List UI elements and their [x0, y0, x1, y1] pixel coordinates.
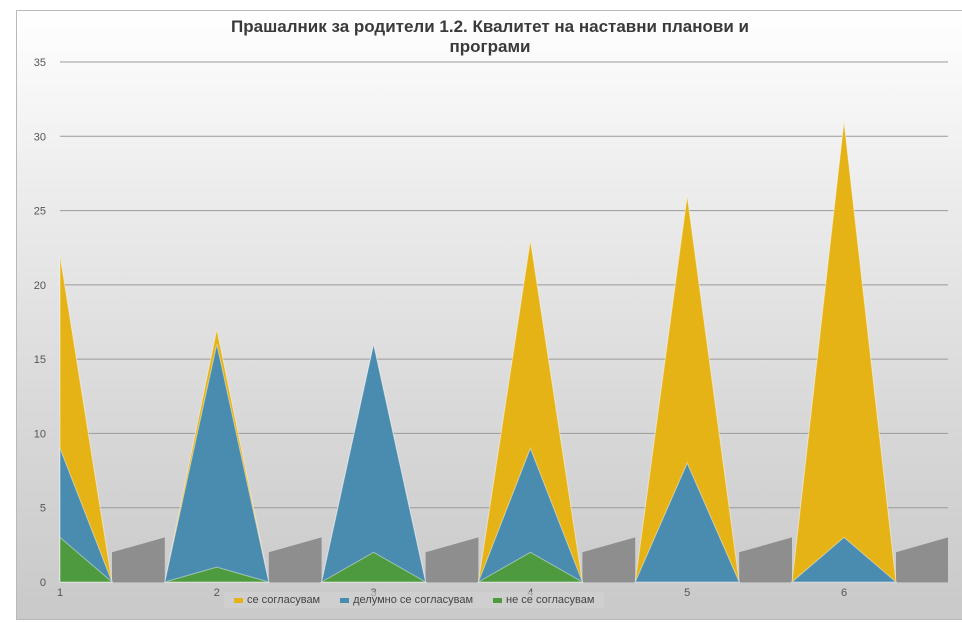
area-disagree-3 — [319, 551, 428, 583]
y-tick-label: 25 — [34, 206, 46, 218]
x-tick-label: 2 — [214, 587, 220, 599]
y-tick-label: 15 — [34, 354, 46, 366]
legend-item-partially-agree: делумно се согласувам — [340, 594, 473, 606]
area-series — [59, 121, 898, 583]
area-agree-6 — [791, 121, 897, 583]
legend-swatch-agree — [234, 597, 243, 603]
area-partially-agree-5 — [634, 461, 740, 583]
floor-wedge — [896, 537, 948, 582]
y-axis-ticks: 0 5 10 15 20 25 30 35 — [34, 57, 46, 589]
legend-label-disagree: не се согласувам — [506, 594, 595, 606]
legend-item-agree: се согласувам — [234, 594, 320, 606]
floor-wedge — [268, 537, 322, 582]
legend-item-disagree: не се согласувам — [493, 594, 594, 606]
y-tick-label: 35 — [34, 57, 46, 69]
area-disagree-4 — [476, 551, 585, 583]
floor-wall — [112, 537, 948, 582]
floor-wedge — [582, 537, 636, 582]
y-tick-label: 0 — [40, 577, 46, 589]
floor-wedge — [112, 537, 165, 582]
legend-swatch-partially-agree — [340, 597, 350, 603]
legend-label-agree: се согласувам — [247, 594, 321, 606]
y-tick-label: 20 — [34, 280, 46, 292]
area-disagree-2 — [164, 566, 269, 583]
y-tick-label: 30 — [34, 131, 46, 143]
x-tick-label: 1 — [57, 587, 63, 599]
area-partially-agree-3 — [320, 344, 427, 583]
y-tick-label: 5 — [40, 503, 46, 515]
area-disagree-1 — [59, 536, 114, 583]
x-tick-label: 5 — [684, 587, 690, 599]
area-partially-agree-6 — [790, 536, 898, 583]
legend-label-partially-agree: делумно се согласувам — [353, 594, 474, 606]
y-tick-label: 10 — [34, 428, 46, 440]
area-partially-agree-2 — [164, 344, 270, 583]
floor-wedge — [425, 537, 479, 582]
floor-wedge — [739, 537, 792, 582]
chart-title: Прашалник за родители 1.2. Квалитет на н… — [231, 17, 749, 56]
legend-swatch-disagree — [493, 597, 503, 603]
legend: се согласувам делумно се согласувам не с… — [224, 592, 605, 608]
x-tick-label: 6 — [841, 587, 847, 599]
